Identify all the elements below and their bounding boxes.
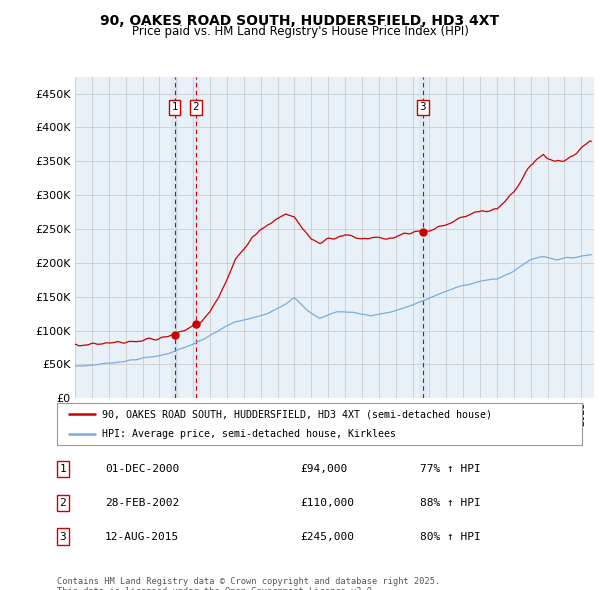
Text: 1: 1 (172, 102, 178, 112)
Text: 2: 2 (193, 102, 199, 112)
Text: HPI: Average price, semi-detached house, Kirklees: HPI: Average price, semi-detached house,… (101, 429, 395, 439)
Text: 80% ↑ HPI: 80% ↑ HPI (420, 532, 481, 542)
Text: 12-AUG-2015: 12-AUG-2015 (105, 532, 179, 542)
Text: £94,000: £94,000 (300, 464, 347, 474)
Text: 77% ↑ HPI: 77% ↑ HPI (420, 464, 481, 474)
Bar (191, 77, 200, 398)
Text: Price paid vs. HM Land Registry's House Price Index (HPI): Price paid vs. HM Land Registry's House … (131, 25, 469, 38)
Text: 90, OAKES ROAD SOUTH, HUDDERSFIELD, HD3 4XT (semi-detached house): 90, OAKES ROAD SOUTH, HUDDERSFIELD, HD3 … (101, 409, 491, 419)
Bar (170, 77, 179, 398)
Text: 2: 2 (59, 498, 67, 508)
Text: 88% ↑ HPI: 88% ↑ HPI (420, 498, 481, 508)
Text: 1: 1 (59, 464, 67, 474)
Text: 3: 3 (419, 102, 426, 112)
Bar (419, 77, 427, 398)
Text: 90, OAKES ROAD SOUTH, HUDDERSFIELD, HD3 4XT: 90, OAKES ROAD SOUTH, HUDDERSFIELD, HD3 … (100, 14, 500, 28)
Text: £110,000: £110,000 (300, 498, 354, 508)
Text: 3: 3 (59, 532, 67, 542)
Text: £245,000: £245,000 (300, 532, 354, 542)
Text: Contains HM Land Registry data © Crown copyright and database right 2025.
This d: Contains HM Land Registry data © Crown c… (57, 577, 440, 590)
Text: 01-DEC-2000: 01-DEC-2000 (105, 464, 179, 474)
Text: 28-FEB-2002: 28-FEB-2002 (105, 498, 179, 508)
